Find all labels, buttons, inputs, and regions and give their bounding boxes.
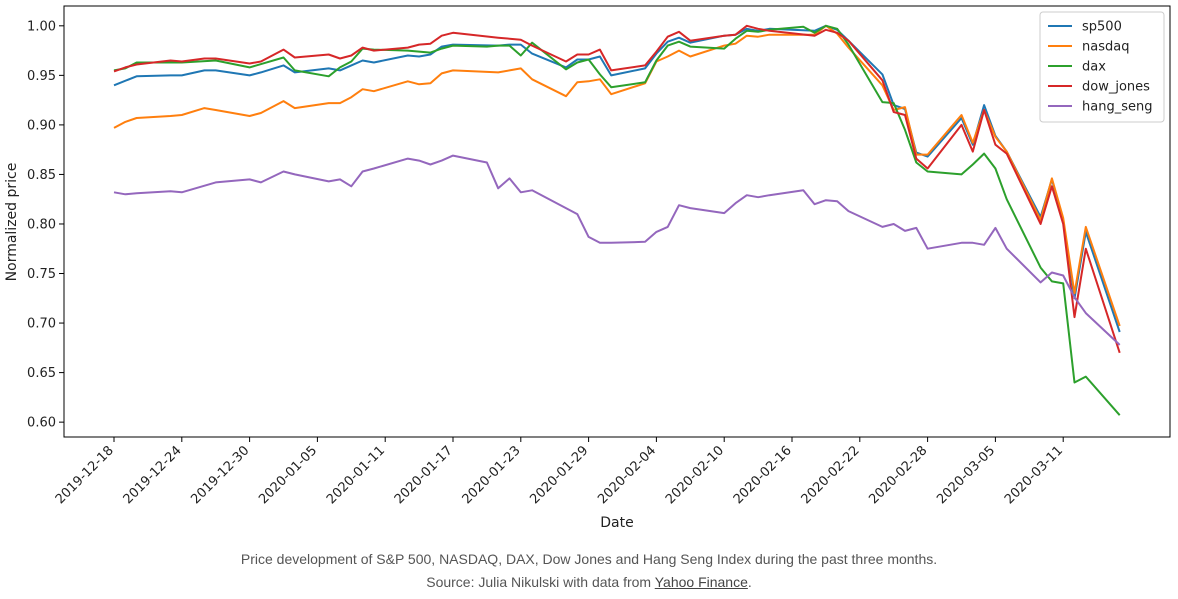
series-line-dow-jones [113, 24, 1121, 354]
x-tick-label: 2020-01-05 [256, 443, 320, 507]
x-tick-label: 2019-12-30 [188, 443, 252, 507]
y-tick-label: 0.85 [27, 168, 56, 183]
x-tick-label: 2020-02-10 [663, 443, 727, 507]
legend-label: dax [1082, 60, 1106, 75]
source-prefix: Source: Julia Nikulski with data from [426, 574, 655, 590]
x-axis-label: Date [600, 515, 633, 531]
y-axis: 0.60 0.65 0.70 0.75 0.80 0.85 0.90 0.95 1.00 [27, 19, 64, 431]
source-suffix: . [747, 574, 752, 590]
y-tick-label: 0.95 [27, 69, 56, 84]
legend-label: hang_seng [1082, 100, 1152, 115]
legend: sp500 nasdaq dax dow_jones hang_seng [1039, 11, 1165, 123]
x-tick-label: 2020-02-04 [595, 443, 659, 507]
y-tick-label: 0.70 [27, 317, 56, 332]
y-axis-label: Normalized price [4, 163, 20, 282]
plot-frame [63, 5, 1171, 438]
y-tick-label: 0.75 [27, 267, 56, 282]
series-line-sp500 [113, 24, 1121, 333]
y-tick-label: 0.65 [27, 366, 56, 381]
legend-label: sp500 [1082, 20, 1122, 35]
series-line-hang-seng [113, 154, 1121, 346]
source-link[interactable]: Yahoo Finance [654, 574, 748, 590]
x-tick-label: 2020-02-22 [799, 443, 863, 507]
y-tick-label: 0.60 [27, 416, 56, 431]
figure-source: Source: Julia Nikulski with data from Ya… [0, 574, 1178, 590]
x-tick-label: 2020-01-23 [460, 443, 524, 507]
line-chart: 0.60 0.65 0.70 0.75 0.80 0.85 0.90 0.95 1.00 201… [4, 5, 1171, 531]
x-tick-label: 2020-01-11 [324, 443, 388, 507]
x-tick-label: 2020-01-17 [392, 443, 456, 507]
legend-box [1039, 11, 1165, 123]
x-tick-label: 2020-03-05 [934, 443, 998, 507]
legend-label: dow_jones [1082, 80, 1150, 95]
plot-area [113, 24, 1121, 416]
x-tick-label: 2019-12-24 [121, 443, 185, 507]
x-tick-label: 2020-02-28 [866, 443, 930, 507]
series-line-dax [113, 24, 1121, 416]
x-tick-label: 2020-03-11 [1002, 443, 1066, 507]
x-tick-label: 2020-02-16 [731, 443, 795, 507]
y-tick-label: 0.90 [27, 118, 56, 133]
x-tick-label: 2020-01-29 [527, 443, 591, 507]
x-tick-label: 2019-12-18 [53, 443, 117, 507]
x-axis: 2019-12-18 2019-12-24 2019-12-30 2020-01-05… [53, 437, 1066, 507]
legend-label: nasdaq [1082, 40, 1129, 55]
figure-caption: Price development of S&P 500, NASDAQ, DA… [240, 551, 938, 567]
y-tick-label: 0.80 [27, 217, 56, 232]
series-line-nasdaq [113, 24, 1121, 327]
y-tick-label: 1.00 [27, 19, 56, 34]
